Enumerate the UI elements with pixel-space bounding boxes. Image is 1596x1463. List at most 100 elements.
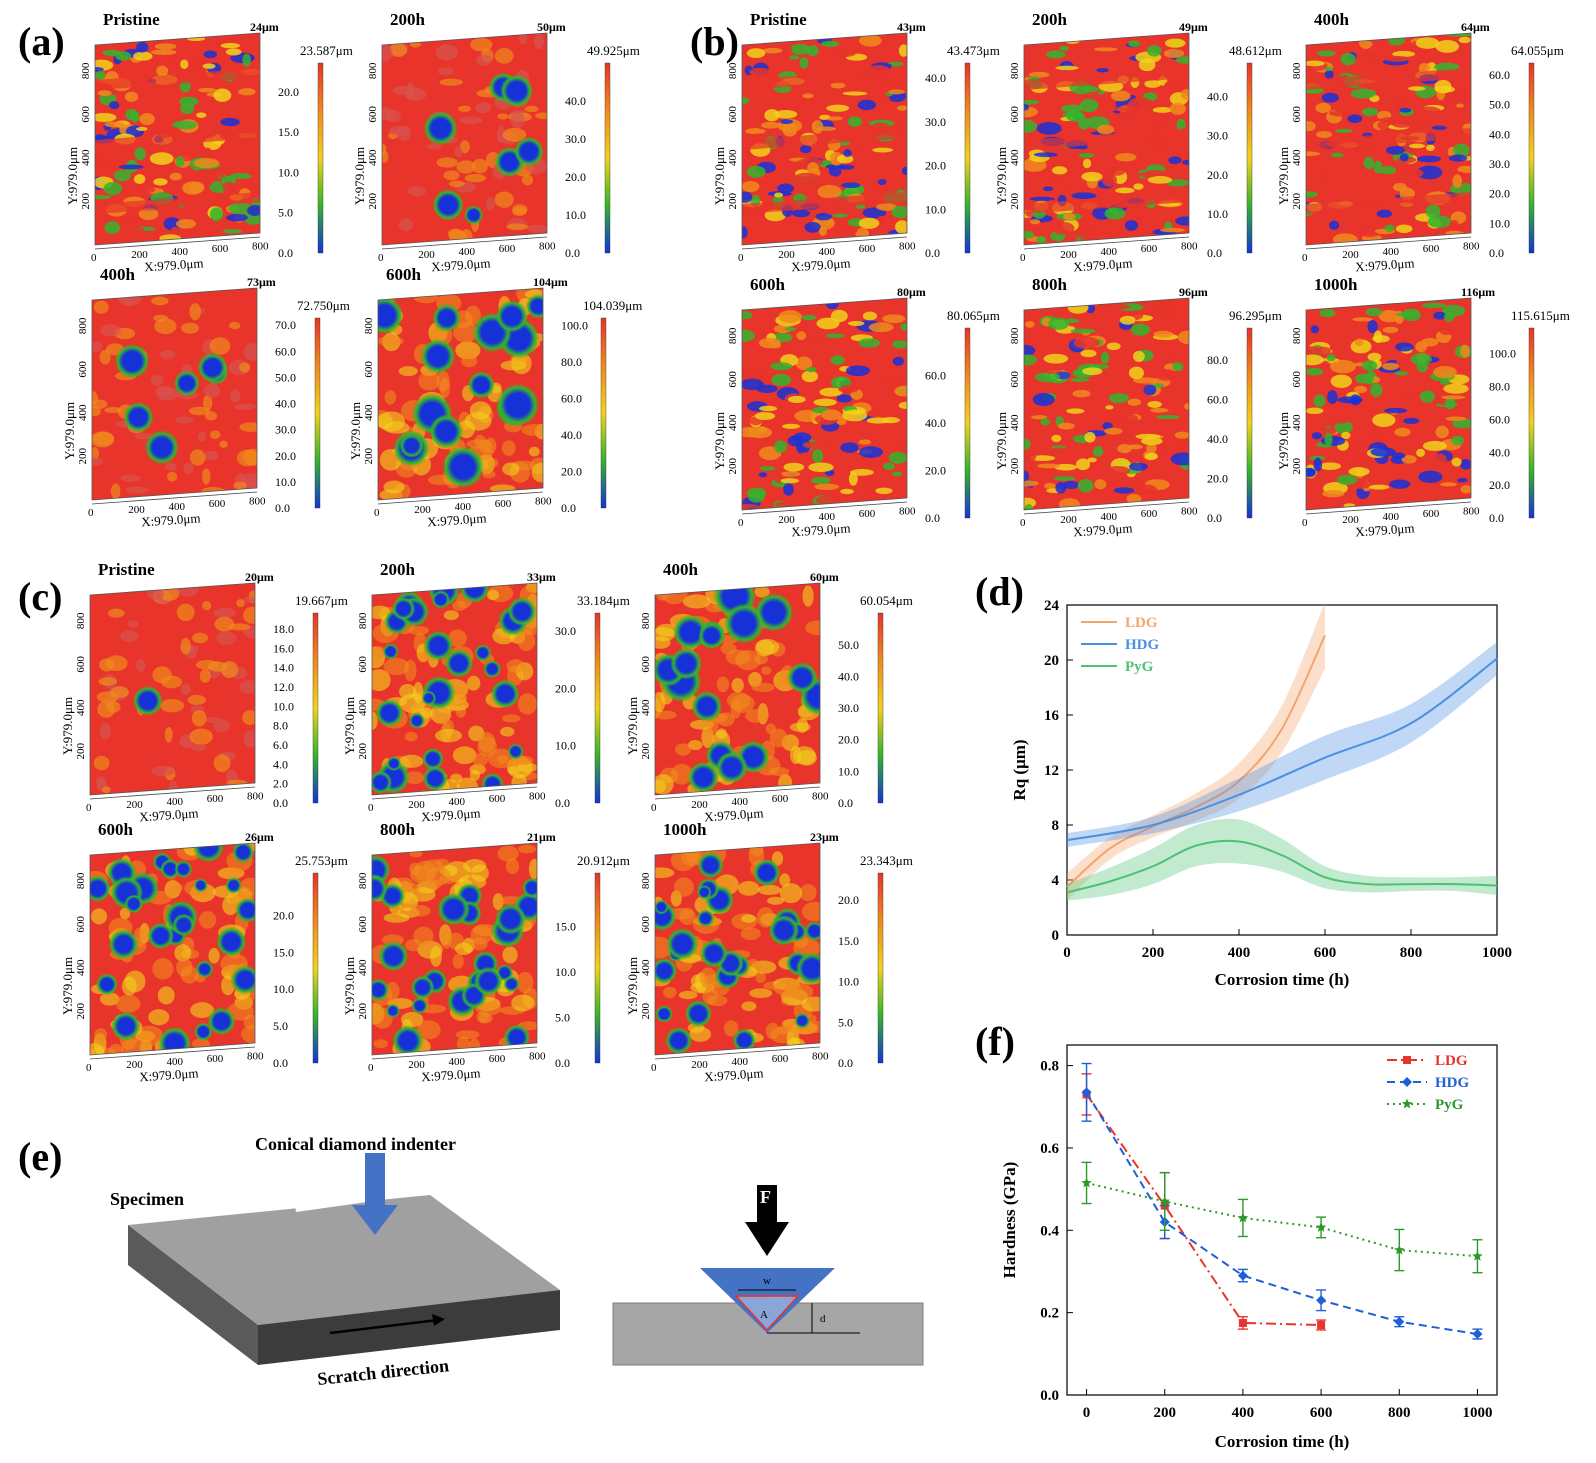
- surface-map: 0 200 400 600 800X:979.0μm200400600800Y:979.…: [60, 820, 348, 1084]
- x-axis-label: X:979.0μm: [704, 1065, 764, 1084]
- texture-blob: [1425, 144, 1435, 151]
- texture-blob: [110, 483, 121, 499]
- texture-blob: [1389, 98, 1408, 104]
- texture-blob: [1319, 462, 1342, 470]
- texture-pit: [421, 690, 437, 706]
- texture-blob: [92, 431, 115, 448]
- map-title: 800h: [380, 820, 416, 839]
- surface-map: 0 200 400 600 800X:979.0μm200400600800Y:979.…: [625, 560, 913, 824]
- x-axis-line: [654, 786, 821, 800]
- texture-blob: [882, 462, 895, 471]
- colorbar: [594, 872, 601, 1064]
- texture-blob: [1152, 107, 1173, 113]
- texture-blob: [1313, 457, 1323, 472]
- y-tick-label: 0.4: [1040, 1223, 1059, 1239]
- texture-blob: [1077, 116, 1090, 130]
- surface-map: 0 200 400 600 800X:979.0μm200400600800Y:979.…: [352, 10, 640, 274]
- texture-blob: [758, 472, 768, 478]
- colorbar-tick-label: 0.0: [555, 1056, 570, 1070]
- panel-label-b: (b): [690, 19, 739, 64]
- texture-blob: [202, 601, 212, 611]
- texture-blob: [416, 1020, 441, 1040]
- texture-blob: [1369, 484, 1390, 490]
- point-pyg: [1496, 885, 1497, 886]
- point-ldg: [1109, 848, 1110, 849]
- panel-label-c: (c): [18, 574, 62, 619]
- x-tick-label: 0: [91, 252, 97, 264]
- texture-blob: [1370, 447, 1396, 457]
- x-axis-label: X:979.0μm: [421, 805, 481, 824]
- point-hdg: [1472, 1329, 1483, 1340]
- colorbar-tick-label: 20.0: [838, 893, 859, 907]
- texture-blob: [478, 731, 496, 753]
- texture-blob: [1408, 143, 1426, 149]
- colorbar-tick-label: 0.0: [838, 796, 853, 810]
- texture-blob: [774, 501, 795, 508]
- texture-blob: [1144, 452, 1158, 460]
- y-tick-label: 800: [727, 327, 739, 344]
- texture-blob: [868, 322, 894, 333]
- texture-blob: [899, 350, 907, 355]
- texture-blob: [1070, 328, 1096, 334]
- texture-blob: [220, 117, 240, 127]
- texture-pit: [507, 743, 524, 760]
- colorbar-tick-label: 4.0: [273, 757, 288, 771]
- x-tick-label: 1000: [1462, 1405, 1492, 1421]
- texture-band: [742, 68, 907, 90]
- texture-blob: [1441, 395, 1466, 400]
- colorbar: [1246, 327, 1253, 519]
- texture-pit: [392, 1025, 424, 1055]
- point-pyg: [1238, 841, 1239, 842]
- texture-blob: [877, 179, 887, 185]
- texture-blob: [202, 63, 216, 69]
- texture-blob: [1024, 354, 1037, 366]
- colorbar: [600, 317, 607, 509]
- texture-blob: [1115, 187, 1135, 194]
- texture-blob: [1367, 352, 1382, 362]
- texture-blob: [858, 34, 882, 47]
- point-pyg: [1281, 855, 1282, 856]
- x-tick-label: 0: [651, 802, 657, 814]
- texture-blob: [1127, 398, 1142, 406]
- texture-blob: [1427, 215, 1452, 228]
- map-texture: [742, 298, 907, 510]
- colorbar-tick-label: 60.0: [275, 344, 296, 358]
- y-tick-label: 200: [1291, 458, 1303, 475]
- texture-blob: [95, 194, 112, 200]
- texture-pit: [174, 860, 193, 879]
- texture-blob: [895, 220, 907, 234]
- texture-blob: [159, 350, 176, 360]
- x-tick-label: 0: [1020, 517, 1026, 529]
- texture-blob: [1079, 98, 1099, 113]
- map-height-label: 64μm: [1461, 20, 1490, 34]
- colorbar-tick-label: 0.0: [555, 796, 570, 810]
- texture-blob: [670, 763, 693, 785]
- texture-blob: [840, 125, 862, 132]
- x-axis-label: X:979.0μm: [139, 805, 199, 824]
- point-pyg: [1066, 892, 1067, 893]
- texture-blob: [123, 215, 144, 229]
- texture-blob: [1172, 443, 1189, 452]
- y-tick-label: 800: [367, 62, 379, 79]
- texture-pit: [235, 897, 255, 923]
- texture-blob: [448, 180, 465, 188]
- x-tick-label: 200: [1142, 945, 1165, 961]
- x-axis-line: [371, 786, 538, 800]
- y-tick-label: 600: [367, 106, 379, 123]
- map-height-label: 24μm: [250, 20, 279, 34]
- surface-map: 0 200 400 600 800X:979.0μm200400600800Y:979.…: [1276, 275, 1570, 539]
- texture-blob: [1433, 311, 1447, 320]
- texture-blob: [717, 712, 735, 727]
- texture-blob: [170, 226, 181, 235]
- texture-blob: [198, 87, 217, 93]
- colorbar-tick-label: 15.0: [555, 920, 576, 934]
- texture-blob: [755, 972, 766, 984]
- colorbar-tick-label: 0.0: [1207, 246, 1222, 260]
- texture-blob: [1414, 106, 1441, 116]
- texture-blob: [1313, 394, 1326, 408]
- texture-blob: [1128, 462, 1148, 471]
- texture-blob: [134, 147, 146, 161]
- point-pyg: [1109, 881, 1110, 882]
- texture-pit: [423, 630, 454, 661]
- texture-blob: [189, 744, 207, 752]
